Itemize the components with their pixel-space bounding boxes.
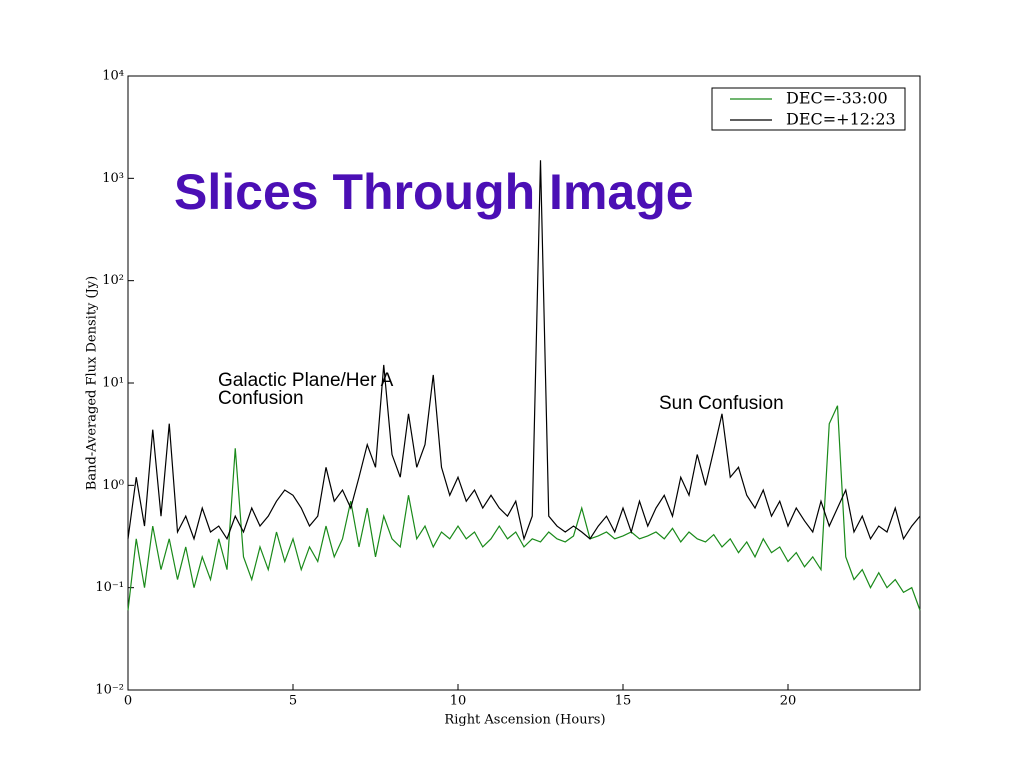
series-line [127, 405, 921, 611]
y-tick-label: 10⁻² [95, 683, 124, 698]
series-line [127, 160, 921, 541]
y-axis-label: Band-Averaged Flux Density (Jy) [85, 276, 100, 490]
chart-title: Slices Through Image [174, 164, 694, 220]
x-axis-label: Right Ascension (Hours) [444, 713, 605, 728]
y-tick-label: 10⁻¹ [95, 580, 124, 595]
y-tick-label: 10⁴ [102, 69, 124, 84]
x-tick-label: 5 [289, 694, 297, 709]
x-tick-label: 0 [124, 694, 132, 709]
x-tick-label: 10 [450, 694, 467, 709]
y-tick-label: 10⁰ [102, 478, 124, 493]
x-tick-label: 20 [780, 694, 797, 709]
legend-label: DEC=+12:23 [786, 110, 896, 129]
x-tick-label: 15 [615, 694, 632, 709]
y-tick-label: 10¹ [102, 376, 124, 391]
legend-label: DEC=-33:00 [786, 89, 888, 108]
legend-box [711, 87, 906, 131]
y-tick-label: 10³ [102, 171, 124, 186]
annotation: Confusion [218, 388, 304, 409]
annotation: Sun Confusion [659, 393, 784, 414]
annotation: Galactic Plane/Her A [218, 370, 394, 391]
y-tick-label: 10² [102, 273, 124, 288]
